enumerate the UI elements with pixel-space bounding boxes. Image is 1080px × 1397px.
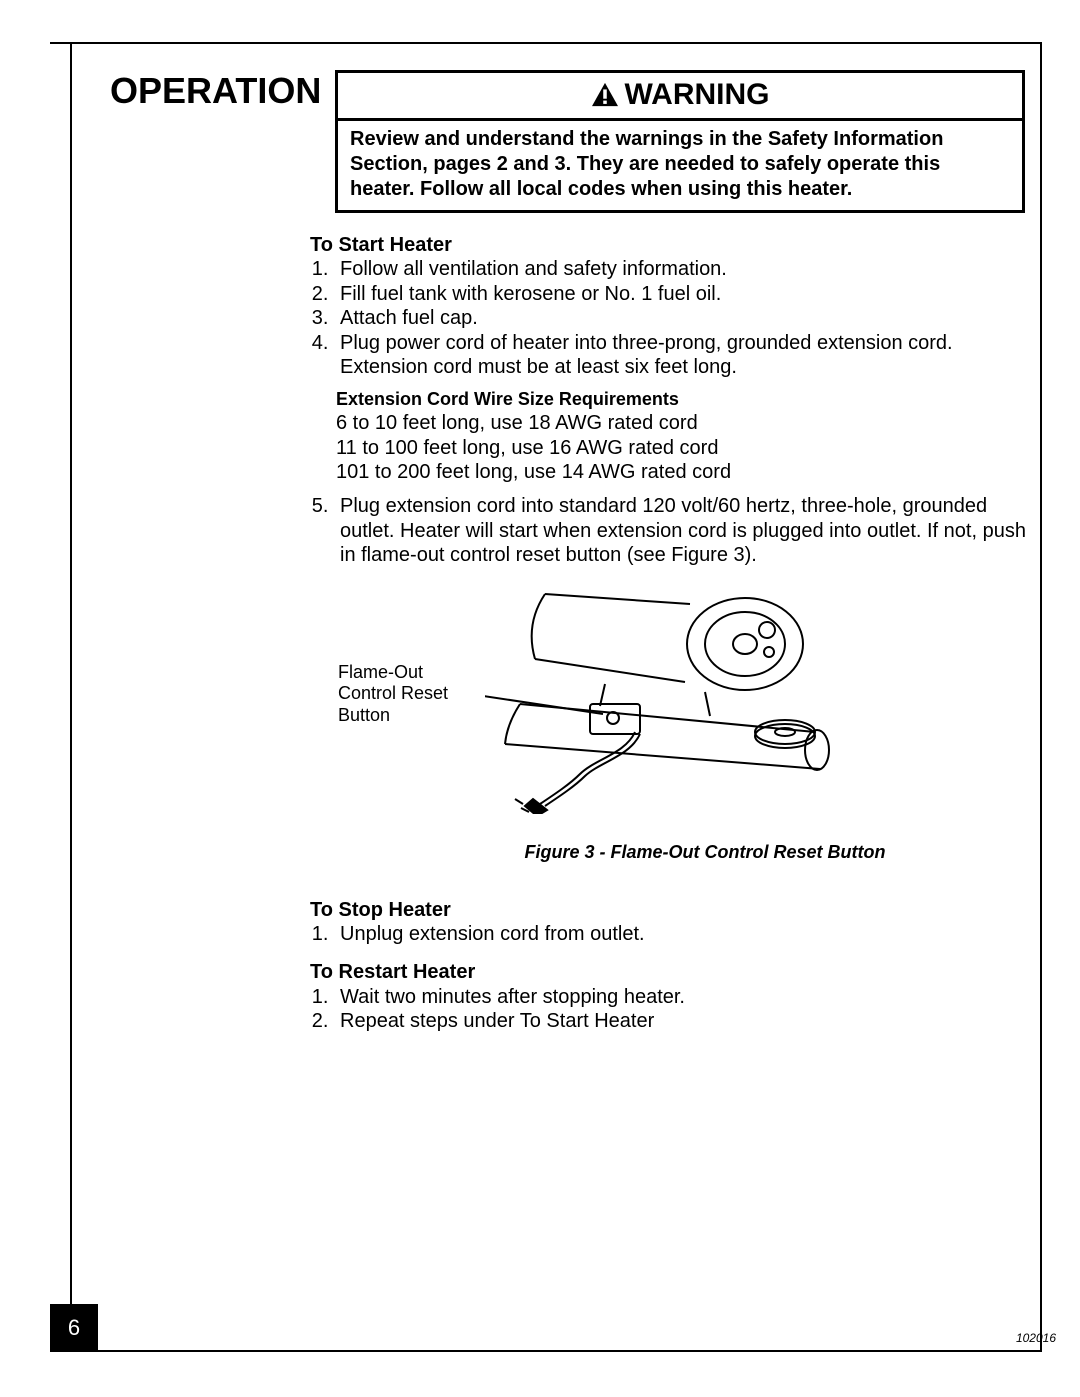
warning-header: WARNING (338, 73, 1022, 121)
page-number-text: 6 (68, 1315, 80, 1341)
main-body: To Start Heater Follow all ventilation a… (310, 229, 1030, 1042)
stop-heading: To Stop Heater (310, 898, 1030, 922)
start-step: Fill fuel tank with kerosene or No. 1 fu… (334, 282, 1030, 306)
warning-box: WARNING Review and understand the warnin… (335, 70, 1025, 213)
restart-heading: To Restart Heater (310, 960, 1030, 984)
start-step: Attach fuel cap. (334, 306, 1030, 330)
restart-steps: Wait two minutes after stopping heater. … (310, 985, 1030, 1034)
fig-label-line: Button (338, 705, 390, 725)
section-title: OPERATION (110, 70, 321, 112)
cord-heading: Extension Cord Wire Size Requirements (336, 389, 1030, 411)
stop-step: Unplug extension cord from outlet. (334, 922, 1030, 946)
page-number: 6 (50, 1304, 98, 1352)
warning-body: Review and understand the warnings in th… (338, 121, 1022, 210)
cord-requirements: Extension Cord Wire Size Requirements 6 … (336, 389, 1030, 484)
figure-callout-label: Flame-Out Control Reset Button (338, 662, 448, 727)
start-step: Follow all ventilation and safety inform… (334, 257, 1030, 281)
cord-line: 101 to 200 feet long, use 14 AWG rated c… (336, 460, 1030, 484)
inner-border-left (70, 42, 72, 1304)
stop-steps: Unplug extension cord from outlet. (310, 922, 1030, 946)
start-steps-cont: Plug extension cord into standard 120 vo… (310, 494, 1030, 567)
doc-number: 102016 (1016, 1331, 1056, 1345)
start-step-5: Plug extension cord into standard 120 vo… (334, 494, 1030, 567)
restart-step: Wait two minutes after stopping heater. (334, 985, 1030, 1009)
heater-diagram-icon (485, 584, 905, 814)
warning-triangle-icon (591, 82, 619, 108)
fig-label-line: Flame-Out (338, 662, 423, 682)
start-step: Plug power cord of heater into three-pro… (334, 331, 1030, 380)
figure-caption: Figure 3 - Flame-Out Control Reset Butto… (310, 842, 1030, 864)
start-steps: Follow all ventilation and safety inform… (310, 257, 1030, 379)
figure-3: Flame-Out Control Reset Button (310, 584, 1030, 834)
cord-line: 11 to 100 feet long, use 16 AWG rated co… (336, 436, 1030, 460)
fig-label-line: Control Reset (338, 683, 448, 703)
cord-line: 6 to 10 feet long, use 18 AWG rated cord (336, 411, 1030, 435)
restart-step: Repeat steps under To Start Heater (334, 1009, 1030, 1033)
start-heading: To Start Heater (310, 233, 1030, 257)
warning-label: WARNING (625, 78, 770, 112)
